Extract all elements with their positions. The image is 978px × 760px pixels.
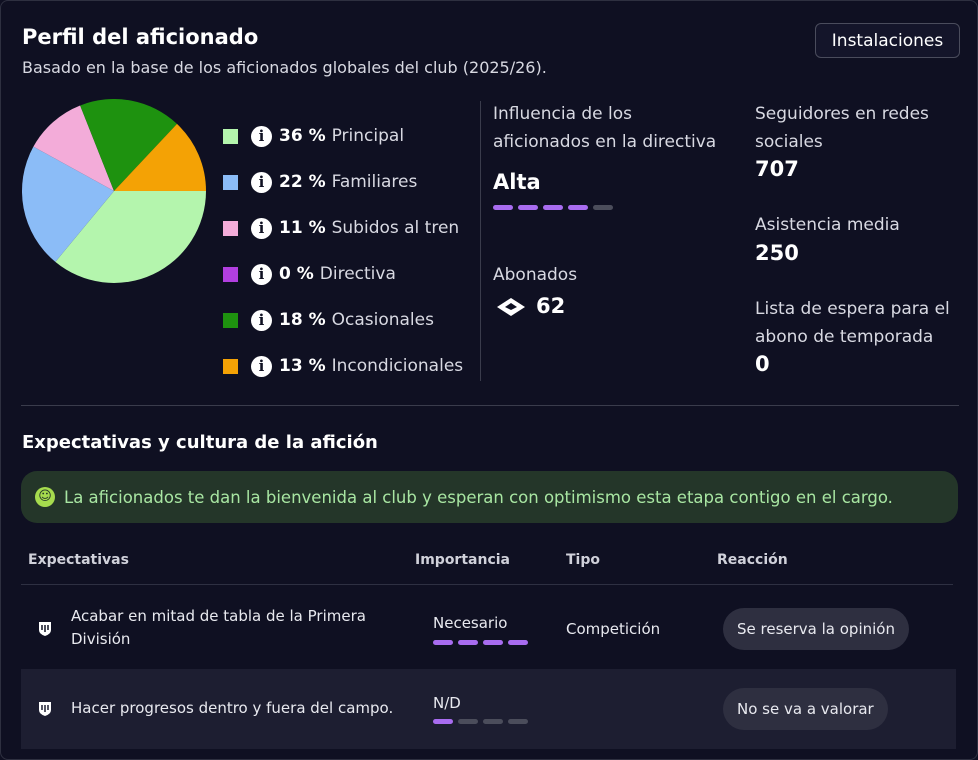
legend-item: i 0 % Directiva bbox=[223, 251, 463, 297]
social-label: Seguidores en redes sociales bbox=[755, 104, 929, 152]
legend-label: Incondicionales bbox=[331, 356, 464, 376]
waitlist-label: Lista de espera para el abono de tempora… bbox=[755, 299, 950, 347]
social-value: 707 bbox=[755, 157, 799, 181]
divider bbox=[21, 405, 959, 406]
page-title: Perfil del aficionado bbox=[22, 25, 259, 49]
attendance-label: Asistencia media bbox=[755, 215, 900, 235]
level-segment bbox=[508, 640, 528, 645]
fan-mood-banner: ☺ La aficionados te dan la bienvenida al … bbox=[21, 471, 958, 523]
legend-swatch bbox=[223, 128, 238, 144]
reaction-pill[interactable]: Se reserva la opinión bbox=[723, 608, 909, 650]
expectation-text: Hacer progresos dentro y fuera del campo… bbox=[71, 699, 394, 717]
section-title: Expectativas y cultura de la afición bbox=[22, 432, 378, 453]
column-header-reaction: Reacción bbox=[717, 552, 788, 568]
divider bbox=[480, 101, 481, 381]
legend-percent: 36 % bbox=[279, 126, 326, 146]
season-ticket-value: 62 bbox=[536, 294, 566, 318]
legend-swatch bbox=[223, 358, 238, 374]
season-ticket-label: Abonados bbox=[493, 265, 578, 285]
smiley-icon: ☺ bbox=[35, 487, 55, 507]
pie-slice-principal bbox=[55, 191, 206, 283]
attendance-value: 250 bbox=[755, 241, 799, 265]
legend-swatch bbox=[223, 220, 238, 236]
page-subtitle: Basado en la base de los aficionados glo… bbox=[22, 58, 547, 77]
pie-slice-subidos-al-tren bbox=[33, 105, 114, 191]
influence-level-bar bbox=[493, 205, 613, 210]
level-segment bbox=[493, 205, 513, 210]
level-segment bbox=[593, 205, 613, 210]
level-segment bbox=[543, 205, 563, 210]
level-segment bbox=[518, 205, 538, 210]
legend-percent: 11 % bbox=[279, 218, 326, 238]
column-header-type: Tipo bbox=[566, 552, 600, 568]
reaction-pill[interactable]: No se va a valorar bbox=[723, 688, 888, 730]
legend-swatch bbox=[223, 312, 238, 328]
legend-item: i 13 % Incondicionales bbox=[223, 343, 463, 389]
legend-item: i 18 % Ocasionales bbox=[223, 297, 463, 343]
column-header-importance: Importancia bbox=[415, 552, 510, 568]
importance-bar bbox=[433, 719, 528, 724]
influence-label: Influencia de los aficionados en la dire… bbox=[493, 104, 717, 152]
legend-label: Ocasionales bbox=[331, 310, 434, 330]
info-icon[interactable]: i bbox=[251, 171, 272, 193]
importance-text: N/D bbox=[433, 694, 461, 712]
legend-item: i 11 % Subidos al tren bbox=[223, 205, 463, 251]
legend-percent: 0 % bbox=[279, 264, 314, 284]
table-row[interactable]: Hacer progresos dentro y fuera del campo… bbox=[21, 669, 956, 749]
pie-slice-ocasionales bbox=[80, 99, 177, 191]
expectation-text: Acabar en mitad de tabla de la Primera D… bbox=[71, 607, 366, 648]
pie-slice-familiares bbox=[22, 146, 114, 262]
fan-pie-chart bbox=[22, 99, 206, 283]
legend-label: Directiva bbox=[319, 264, 396, 284]
legend-item: i 22 % Familiares bbox=[223, 159, 463, 205]
info-icon[interactable]: i bbox=[251, 217, 272, 239]
column-header-expectations: Expectativas bbox=[28, 552, 129, 568]
legend-percent: 18 % bbox=[279, 310, 326, 330]
importance-bar bbox=[433, 640, 528, 645]
legend-item: i 36 % Principal bbox=[223, 113, 463, 159]
pie-legend: i 36 % Principal i 22 % Familiares i 11 % Subido… bbox=[223, 113, 463, 389]
legend-swatch bbox=[223, 266, 238, 282]
type-text: Competición bbox=[566, 620, 661, 638]
level-segment bbox=[458, 640, 478, 645]
importance-text: Necesario bbox=[433, 614, 508, 632]
level-segment bbox=[508, 719, 528, 724]
influence-value: Alta bbox=[493, 170, 541, 194]
pie-slice-incondicionales bbox=[114, 123, 206, 191]
ticket-icon bbox=[497, 298, 525, 316]
level-segment bbox=[433, 640, 453, 645]
level-segment bbox=[483, 719, 503, 724]
level-segment bbox=[458, 719, 478, 724]
legend-percent: 13 % bbox=[279, 356, 326, 376]
facilities-button[interactable]: Instalaciones bbox=[815, 23, 960, 58]
legend-label: Familiares bbox=[331, 172, 418, 192]
level-segment bbox=[433, 719, 453, 724]
info-icon[interactable]: i bbox=[251, 355, 272, 377]
info-icon[interactable]: i bbox=[251, 309, 272, 331]
waitlist-value: 0 bbox=[755, 352, 770, 376]
legend-swatch bbox=[223, 174, 238, 190]
banner-text: La aficionados te dan la bienvenida al c… bbox=[64, 487, 893, 507]
shield-icon bbox=[39, 702, 51, 716]
level-segment bbox=[568, 205, 588, 210]
table-row[interactable]: Acabar en mitad de tabla de la Primera D… bbox=[21, 589, 956, 669]
legend-label: Subidos al tren bbox=[331, 218, 460, 238]
shield-icon bbox=[39, 622, 51, 636]
legend-label: Principal bbox=[331, 126, 405, 146]
level-segment bbox=[483, 640, 503, 645]
info-icon[interactable]: i bbox=[251, 263, 272, 285]
legend-percent: 22 % bbox=[279, 172, 326, 192]
info-icon[interactable]: i bbox=[251, 125, 272, 147]
divider bbox=[21, 584, 953, 585]
